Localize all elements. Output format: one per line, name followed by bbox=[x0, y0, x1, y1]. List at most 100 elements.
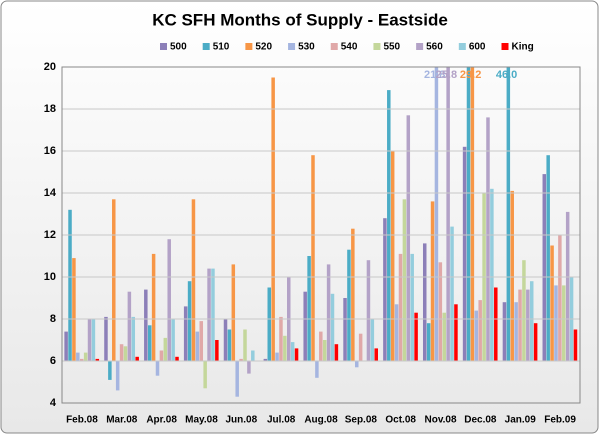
x-tick-label: Feb.09 bbox=[544, 415, 576, 426]
bar bbox=[442, 312, 446, 361]
bar bbox=[315, 361, 319, 378]
x-tick-label: May.08 bbox=[185, 415, 218, 426]
y-tick-label: 8 bbox=[50, 313, 56, 325]
bar bbox=[533, 323, 538, 361]
bar bbox=[522, 260, 526, 361]
bar bbox=[402, 199, 407, 361]
bar bbox=[68, 209, 72, 361]
bar bbox=[76, 352, 80, 361]
legend-label: 530 bbox=[298, 42, 315, 53]
plot-border bbox=[61, 66, 581, 404]
bar bbox=[104, 316, 108, 361]
bar bbox=[490, 188, 494, 361]
bar bbox=[414, 312, 418, 361]
bar bbox=[203, 361, 207, 389]
bar bbox=[478, 300, 482, 361]
bar bbox=[175, 356, 179, 361]
bar bbox=[283, 335, 287, 361]
bar bbox=[235, 361, 239, 397]
y-tick-label: 12 bbox=[44, 229, 56, 241]
bar bbox=[199, 321, 204, 361]
bar bbox=[263, 358, 268, 361]
bar bbox=[171, 319, 175, 361]
bar bbox=[83, 352, 88, 361]
legend-label: 560 bbox=[426, 42, 443, 53]
data-label: 29.2 bbox=[460, 69, 481, 81]
bar bbox=[398, 253, 403, 361]
bar bbox=[466, 67, 471, 361]
bar bbox=[195, 331, 200, 361]
bar bbox=[187, 281, 192, 361]
bar bbox=[486, 117, 490, 362]
bar bbox=[383, 218, 387, 361]
bar bbox=[131, 316, 136, 361]
y-tick-label: 18 bbox=[44, 103, 56, 115]
bar bbox=[322, 340, 327, 361]
legend-label: 500 bbox=[170, 42, 187, 53]
legend-label: 510 bbox=[213, 42, 230, 53]
bar bbox=[87, 319, 92, 361]
bar bbox=[123, 346, 128, 361]
bar bbox=[370, 319, 375, 361]
legend-swatch bbox=[202, 43, 210, 50]
bar bbox=[446, 67, 450, 361]
bar bbox=[211, 268, 215, 361]
bar bbox=[72, 258, 76, 361]
bar bbox=[290, 342, 295, 361]
bar bbox=[354, 361, 359, 368]
bar bbox=[223, 319, 228, 361]
bar bbox=[231, 264, 236, 361]
bar bbox=[426, 323, 431, 361]
legend-swatch bbox=[373, 43, 381, 50]
bar bbox=[502, 302, 507, 361]
legend-label: 600 bbox=[469, 42, 486, 53]
data-label: 25.8 bbox=[436, 69, 457, 81]
y-tick-label: 6 bbox=[50, 355, 56, 367]
x-tick-label: Mar.08 bbox=[106, 415, 138, 426]
bar bbox=[326, 264, 331, 361]
bar bbox=[343, 298, 347, 361]
bar bbox=[558, 235, 562, 361]
bar bbox=[191, 199, 196, 361]
bar bbox=[319, 331, 323, 361]
legend-swatch bbox=[160, 43, 167, 50]
bar bbox=[430, 201, 435, 361]
bar bbox=[267, 287, 272, 361]
y-tick-label: 10 bbox=[44, 271, 56, 283]
y-tick-label: 20 bbox=[44, 61, 56, 73]
bar bbox=[546, 155, 550, 361]
bar bbox=[167, 239, 171, 361]
bar bbox=[454, 304, 458, 361]
bar bbox=[243, 329, 247, 361]
x-tick-label: Feb.08 bbox=[66, 415, 98, 426]
bar bbox=[374, 348, 378, 361]
bar bbox=[251, 350, 255, 361]
bar bbox=[151, 253, 156, 361]
bar bbox=[108, 361, 112, 380]
x-tick-label: Jun.08 bbox=[225, 415, 257, 426]
bar bbox=[358, 333, 363, 361]
bar bbox=[366, 260, 371, 361]
x-tick-label: Nov.08 bbox=[425, 415, 457, 426]
bar bbox=[526, 289, 530, 361]
plot-area bbox=[64, 67, 578, 397]
bar bbox=[334, 344, 339, 361]
bar bbox=[554, 285, 558, 361]
x-tick-label: Apr.08 bbox=[146, 415, 177, 426]
bar bbox=[294, 348, 299, 361]
bar bbox=[239, 358, 243, 361]
bar bbox=[279, 316, 283, 361]
bar bbox=[115, 361, 120, 391]
legend-swatch bbox=[501, 43, 509, 50]
bar bbox=[207, 268, 211, 361]
x-tick-label: Jan.09 bbox=[505, 415, 537, 426]
bar bbox=[183, 306, 188, 361]
bar bbox=[227, 329, 232, 361]
bar bbox=[462, 146, 467, 361]
bar bbox=[410, 253, 414, 361]
bar bbox=[311, 155, 315, 361]
legend-label: 540 bbox=[341, 42, 358, 53]
legend-label: King bbox=[512, 42, 534, 53]
